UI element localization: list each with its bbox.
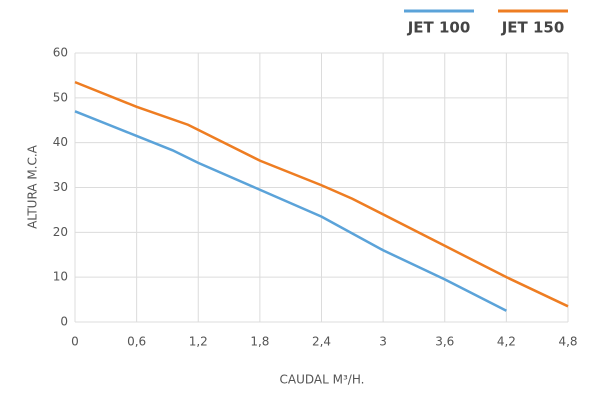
y-tick-label: 0	[60, 315, 68, 329]
y-tick-label: 30	[53, 180, 68, 194]
y-axis-label: ALTURA M.C.A	[26, 144, 40, 229]
x-tick-label: 1,8	[250, 335, 269, 349]
series-line	[74, 80, 569, 308]
series-line	[74, 110, 507, 312]
x-tick-label: 1,2	[189, 335, 208, 349]
y-tick-label: 60	[53, 46, 68, 60]
y-tick-label: 40	[53, 135, 68, 149]
y-tick-label: 20	[53, 225, 68, 239]
x-axis-label: CAUDAL M³/H.	[280, 373, 365, 387]
x-tick-label: 4,2	[497, 335, 516, 349]
x-tick-label: 3,6	[435, 335, 454, 349]
x-tick-label: 0	[71, 335, 79, 349]
x-tick-label: 0,6	[127, 335, 146, 349]
x-tick-label: 4,8	[558, 335, 577, 349]
y-tick-label: 10	[53, 270, 68, 284]
legend-label: JET 150	[501, 19, 565, 37]
x-tick-label: 3	[379, 335, 387, 349]
legend-label: JET 100	[407, 19, 471, 37]
x-tick-label: 2,4	[312, 335, 331, 349]
y-tick-label: 50	[53, 90, 68, 104]
